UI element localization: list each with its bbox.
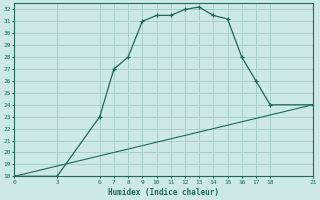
X-axis label: Humidex (Indice chaleur): Humidex (Indice chaleur) [108,188,219,197]
